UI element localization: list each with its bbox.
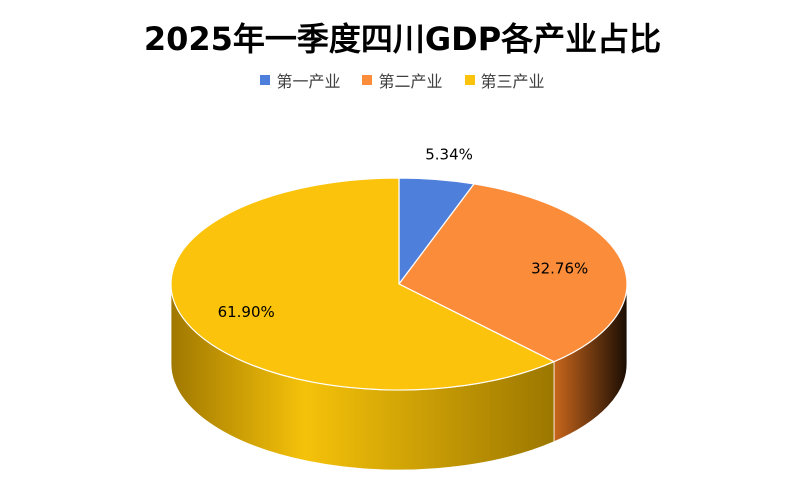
legend-swatch-tertiary	[464, 75, 475, 85]
legend-item-tertiary: 第三产业	[464, 68, 545, 92]
legend-item-secondary: 第二产业	[362, 68, 443, 92]
legend: 第一产业 第二产业 第三产业	[0, 68, 805, 92]
data-label-primary: 5.34%	[425, 145, 473, 163]
pie-slice-tertiary	[170, 177, 555, 391]
legend-label-secondary: 第二产业	[378, 72, 443, 91]
legend-label-primary: 第一产业	[276, 72, 341, 91]
chart-title: 2025年一季度四川GDP各产业占比	[143, 20, 662, 58]
data-label-secondary: 32.76%	[531, 259, 588, 277]
legend-swatch-secondary	[362, 75, 373, 85]
legend-item-primary: 第一产业	[260, 68, 340, 92]
data-label-tertiary: 61.90%	[218, 303, 275, 321]
legend-swatch-primary	[260, 75, 271, 85]
legend-label-tertiary: 第三产业	[480, 72, 545, 91]
pie-slice-secondary	[398, 183, 628, 363]
